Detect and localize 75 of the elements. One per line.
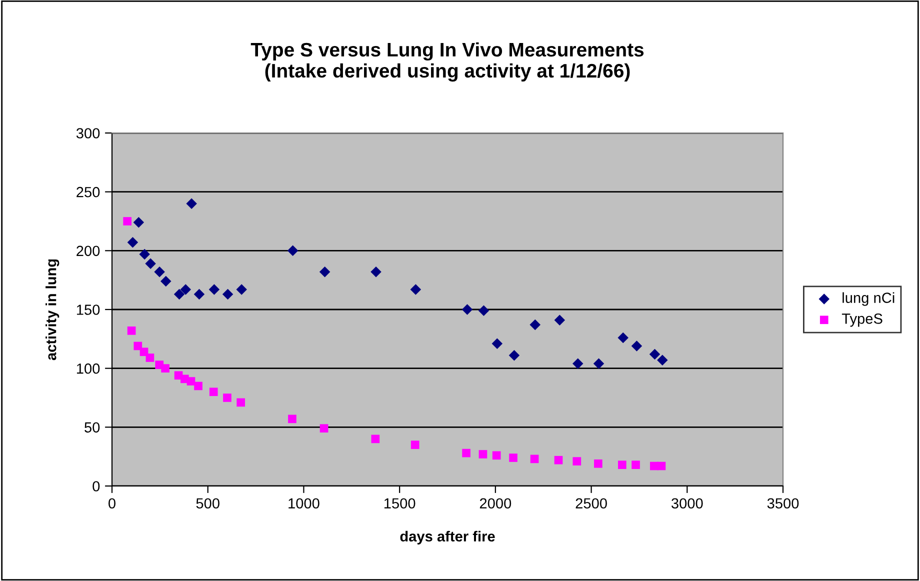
point <box>320 424 328 433</box>
x-tick-label: 3000 <box>671 498 703 509</box>
point <box>572 358 584 370</box>
x-tick-label: 0 <box>108 498 116 509</box>
point <box>222 288 234 300</box>
y-tick-label: 300 <box>76 128 100 138</box>
point <box>209 388 218 396</box>
point <box>530 319 540 330</box>
point <box>236 398 245 407</box>
point <box>145 258 156 269</box>
y-tick-label: 250 <box>76 186 100 198</box>
point <box>288 414 296 424</box>
point <box>572 457 582 466</box>
point <box>186 198 197 209</box>
x-axis-title: days after fire <box>400 530 495 544</box>
y-tick-label: 50 <box>84 422 100 433</box>
point <box>223 394 232 402</box>
y-tick-label: 100 <box>76 363 100 374</box>
point <box>319 266 330 278</box>
point <box>140 348 148 356</box>
point <box>146 354 154 362</box>
point <box>508 350 520 361</box>
y-tick-label: 200 <box>76 246 100 256</box>
point <box>410 284 422 295</box>
point <box>370 266 382 278</box>
point <box>632 460 640 469</box>
point <box>154 266 165 278</box>
point <box>160 276 172 287</box>
point <box>127 237 138 248</box>
point <box>657 354 668 366</box>
point <box>287 245 298 256</box>
chart-title: Type S versus Lung In Vivo Measurements (Intake derived using activity at 1/12/66) <box>250 42 644 82</box>
x-tick-label: 2500 <box>576 498 607 509</box>
point <box>618 332 628 344</box>
legend-label: TypeS <box>842 314 882 327</box>
point <box>492 338 503 350</box>
x-tick-label: 2000 <box>480 498 512 509</box>
point <box>133 217 144 228</box>
x-tick-label: 1500 <box>384 498 416 509</box>
point <box>371 434 380 444</box>
point <box>462 304 473 315</box>
point <box>554 456 563 464</box>
point <box>236 284 247 295</box>
legend-label: lung nCi <box>842 292 894 306</box>
point <box>410 440 420 449</box>
point <box>509 454 518 462</box>
point <box>631 340 642 352</box>
point <box>492 451 501 460</box>
point <box>123 217 132 226</box>
point <box>618 460 626 469</box>
point <box>530 454 539 464</box>
point <box>174 288 185 300</box>
y-tick-label: 0 <box>92 481 100 492</box>
point <box>194 288 205 300</box>
point <box>554 314 566 326</box>
point <box>478 450 488 458</box>
point <box>186 377 196 386</box>
x-tick-label: 500 <box>196 498 220 509</box>
point <box>139 248 150 260</box>
point <box>478 305 490 316</box>
y-tick-label: 150 <box>76 304 100 315</box>
point <box>134 342 142 350</box>
point <box>208 284 220 295</box>
point <box>594 459 602 468</box>
point <box>657 462 666 470</box>
x-tick-label: 3500 <box>767 498 799 509</box>
point <box>127 326 136 335</box>
y-axis-title: activity in lung <box>46 259 60 360</box>
point <box>180 284 191 295</box>
point <box>593 358 604 370</box>
point <box>649 348 660 360</box>
x-tick-label: 1000 <box>288 498 320 509</box>
point <box>161 364 170 372</box>
point <box>462 448 470 458</box>
point <box>194 382 202 390</box>
